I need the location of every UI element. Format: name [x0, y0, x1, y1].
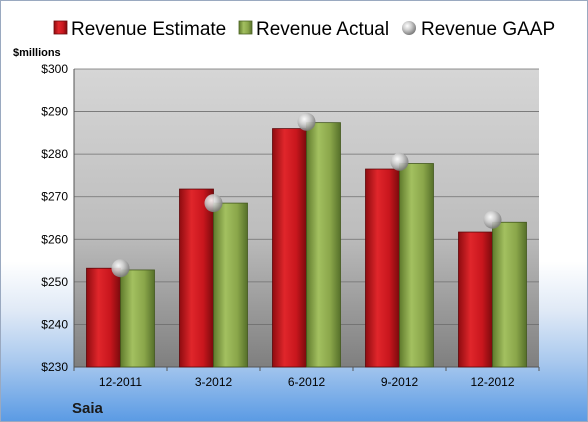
legend-swatch-actual	[238, 20, 253, 35]
legend-swatch-estimate	[53, 20, 68, 35]
y-tick-label: $240	[41, 317, 68, 331]
legend: Revenue Estimate Revenue Actual Revenue …	[53, 19, 555, 40]
x-tick-label: 6-2012	[288, 375, 326, 389]
marker-gaap-3-2012	[204, 194, 223, 213]
bar-estimate-12-2012	[458, 231, 493, 368]
y-tick-label: $250	[41, 275, 68, 289]
x-axis-ticks: 12-2011 3-2012 6-2012 9-2012 12-2012	[73, 367, 540, 389]
y-tick-label: $230	[41, 360, 68, 374]
marker-gaap-12-2012	[483, 210, 502, 229]
y-tick-label: $290	[41, 105, 68, 119]
bar-actual-6-2012	[306, 122, 341, 368]
legend-label-gaap: Revenue GAAP	[421, 19, 555, 40]
x-tick-label: 9-2012	[381, 375, 419, 389]
x-tick-label: 12-2012	[470, 375, 514, 389]
legend-item-revenue-estimate: Revenue Estimate	[53, 19, 226, 40]
bar-actual-3-2012	[213, 202, 248, 368]
y-tick-label: $280	[41, 147, 68, 161]
marker-gaap-12-2011	[111, 259, 130, 278]
bar-actual-12-2012	[492, 221, 527, 368]
legend-marker-gaap	[402, 21, 416, 35]
y-axis-unit-label: $millions	[13, 47, 61, 59]
marker-gaap-9-2012	[390, 152, 409, 171]
bar-estimate-3-2012	[179, 188, 214, 368]
y-tick-label: $300	[41, 62, 68, 76]
legend-item-revenue-actual: Revenue Actual	[238, 19, 389, 40]
marker-gaap-6-2012	[297, 112, 316, 131]
gaap-markers	[111, 112, 502, 278]
y-tick-label: $270	[41, 190, 68, 204]
x-tick-label: 12-2011	[99, 375, 142, 389]
company-label: Saia	[72, 400, 104, 417]
legend-label-estimate: Revenue Estimate	[71, 19, 226, 40]
bar-estimate-12-2011	[86, 267, 121, 368]
x-tick-label: 3-2012	[195, 375, 233, 389]
y-axis-ticks: $230 $240 $250 $260 $270 $280 $290 $300	[41, 62, 68, 374]
y-tick-label: $260	[41, 232, 68, 246]
bar-actual-9-2012	[399, 163, 434, 368]
bar-estimate-9-2012	[365, 168, 400, 368]
bar-estimate-6-2012	[272, 128, 307, 368]
bars	[86, 122, 527, 368]
bar-actual-12-2011	[120, 269, 155, 368]
legend-label-actual: Revenue Actual	[256, 19, 389, 40]
legend-item-revenue-gaap: Revenue GAAP	[402, 19, 555, 40]
